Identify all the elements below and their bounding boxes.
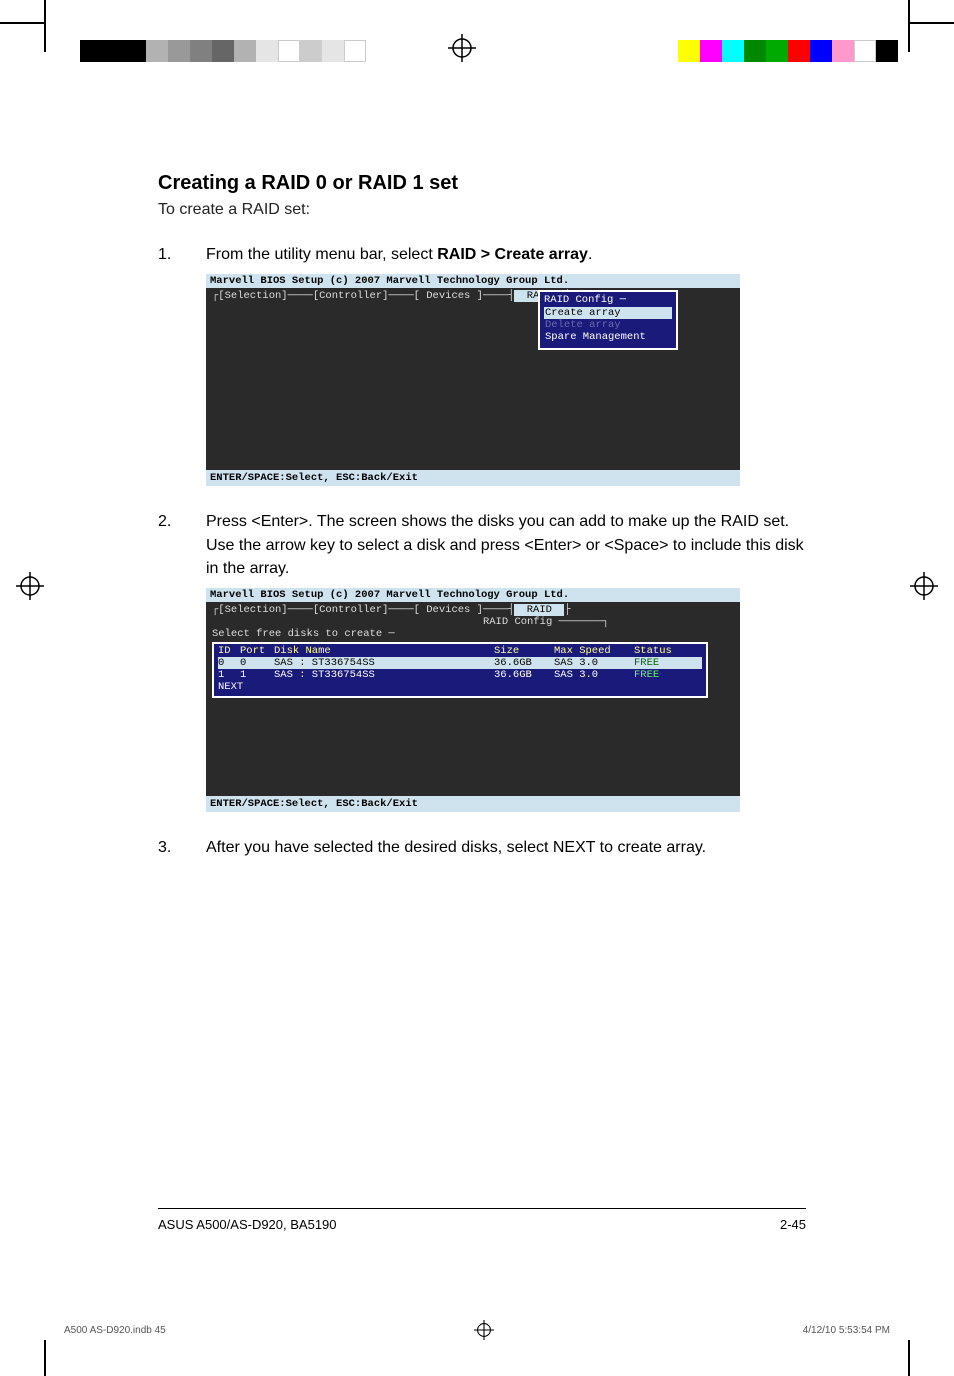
heading: Creating a RAID 0 or RAID 1 set <box>158 172 806 195</box>
bios-title: Marvell BIOS Setup (c) 2007 Marvell Tech… <box>206 588 740 602</box>
menu-item-create-array[interactable]: Create array <box>544 307 672 319</box>
col-size: Size <box>494 645 554 657</box>
step-number: 2. <box>158 510 206 580</box>
registration-mark-icon <box>910 572 938 600</box>
footer-right: 2-45 <box>780 1217 806 1232</box>
print-footer-left: A500 AS-D920.indb 45 <box>64 1325 166 1336</box>
menu-item-spare-management[interactable]: Spare Management <box>544 331 672 343</box>
registration-mark-icon <box>16 572 44 600</box>
crop-line <box>908 1340 910 1376</box>
registration-mark-icon <box>474 1320 494 1340</box>
footer-left: ASUS A500/AS-D920, BA5190 <box>158 1217 337 1232</box>
colorbar-right <box>678 40 898 62</box>
step-text: From the utility menu bar, select RAID >… <box>206 243 806 266</box>
colorbar-left <box>80 40 366 62</box>
step-number: 3. <box>158 836 206 859</box>
printer-marks-top <box>0 16 954 56</box>
raid-config-popup: RAID Config ─ Create array Delete array … <box>538 290 678 349</box>
crop-line <box>910 22 954 24</box>
step-2: 2. Press <Enter>. The screen shows the d… <box>158 510 806 580</box>
disk-table: ID Port Disk Name Size Max Speed Status … <box>212 642 708 698</box>
bios-screenshot-1: Marvell BIOS Setup (c) 2007 Marvell Tech… <box>206 274 740 486</box>
bios-screenshot-2: Marvell BIOS Setup (c) 2007 Marvell Tech… <box>206 588 740 812</box>
step-text: Press <Enter>. The screen shows the disk… <box>206 510 806 580</box>
menu-item-delete-array[interactable]: Delete array <box>544 319 672 331</box>
step-1: 1. From the utility menu bar, select RAI… <box>158 243 806 266</box>
bios-title: Marvell BIOS Setup (c) 2007 Marvell Tech… <box>206 274 740 288</box>
raid-tab: RAID <box>514 604 564 616</box>
popup-header: RAID Config ─ <box>544 294 672 306</box>
table-row[interactable]: 1 1 SAS : ST336754SS 36.6GB SAS 3.0 FREE <box>218 669 702 681</box>
bios-bottombar: ENTER/SPACE:Select, ESC:Back/Exit <box>206 470 740 486</box>
page-footer: ASUS A500/AS-D920, BA5190 2-45 <box>158 1208 806 1232</box>
bios-bottombar: ENTER/SPACE:Select, ESC:Back/Exit <box>206 796 740 812</box>
raid-config-subheader: RAID Config ───────┐ <box>212 616 734 628</box>
bios-main-area: ┌[Selection]────[Controller]────[ Device… <box>206 288 740 470</box>
crop-line <box>44 1340 46 1376</box>
bios-tabbar: ┌[Selection]────[Controller]────[ Device… <box>212 604 734 616</box>
col-name: Disk Name <box>274 645 494 657</box>
col-id: ID <box>218 645 240 657</box>
table-header-row: ID Port Disk Name Size Max Speed Status <box>218 645 702 657</box>
table-row[interactable]: 0 0 SAS : ST336754SS 36.6GB SAS 3.0 FREE <box>218 657 702 669</box>
page-content: Creating a RAID 0 or RAID 1 set To creat… <box>158 172 806 867</box>
crop-line <box>908 0 910 52</box>
crop-line <box>0 22 44 24</box>
crop-line <box>44 0 46 52</box>
print-footer-right: 4/12/10 5:53:54 PM <box>803 1325 890 1336</box>
print-footer: A500 AS-D920.indb 45 4/12/10 5:53:54 PM <box>64 1320 890 1340</box>
step-number: 1. <box>158 243 206 266</box>
next-option[interactable]: NEXT <box>218 681 702 693</box>
col-speed: Max Speed <box>554 645 634 657</box>
intro-text: To create a RAID set: <box>158 201 806 219</box>
registration-mark-icon <box>448 34 476 62</box>
col-port: Port <box>240 645 274 657</box>
col-status: Status <box>634 645 694 657</box>
bios-main-area: ┌[Selection]────[Controller]────[ Device… <box>206 602 740 796</box>
table-title: Select free disks to create ─ <box>212 628 734 640</box>
step-3: 3. After you have selected the desired d… <box>158 836 806 859</box>
step-text: After you have selected the desired disk… <box>206 836 806 859</box>
